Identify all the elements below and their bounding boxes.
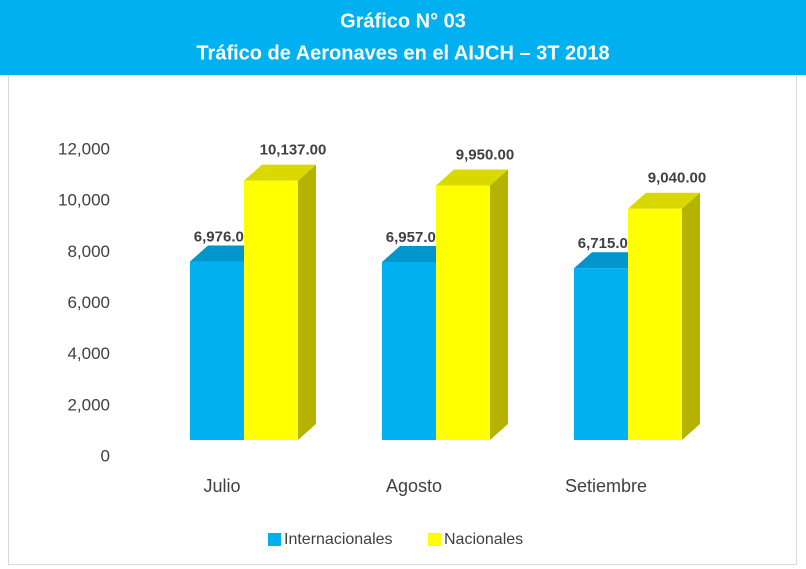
bar-front — [574, 268, 628, 440]
legend-swatch — [428, 533, 441, 546]
bar — [244, 164, 316, 440]
bar-top — [436, 169, 508, 186]
y-tick-label: 0 — [101, 446, 110, 465]
y-tick-label: 2,000 — [67, 395, 110, 414]
chart-title: Gráfico N° 03 — [340, 10, 466, 32]
bar-top — [244, 164, 316, 181]
bar-side — [298, 164, 316, 440]
value-label: 9,040.00 — [648, 170, 706, 187]
value-label: 6,976.00 — [194, 228, 252, 245]
bar — [436, 169, 508, 440]
value-label: 10,137.00 — [260, 142, 327, 159]
bar-side — [490, 169, 508, 440]
x-tick-label: Julio — [203, 476, 240, 496]
bar-front — [190, 261, 244, 440]
x-tick-label: Setiembre — [565, 476, 647, 496]
value-label: 6,957.00 — [386, 229, 444, 246]
title-banner — [0, 0, 806, 75]
bar-front — [244, 180, 298, 440]
y-tick-label: 6,000 — [67, 293, 110, 312]
y-tick-label: 4,000 — [67, 344, 110, 363]
legend-label: Nacionales — [444, 531, 523, 548]
bar — [628, 192, 700, 440]
y-tick-label: 8,000 — [67, 242, 110, 261]
bar-front — [628, 208, 682, 440]
bar-side — [682, 192, 700, 440]
y-tick-label: 12,000 — [58, 139, 110, 158]
legend-label: Internacionales — [284, 531, 393, 548]
legend-swatch — [268, 533, 281, 546]
chart-subtitle: Tráfico de Aeronaves en el AIJCH – 3T 20… — [196, 42, 609, 64]
bar-front — [382, 262, 436, 440]
y-tick-label: 10,000 — [58, 191, 110, 210]
bar-top — [628, 192, 700, 209]
bar-front — [436, 185, 490, 440]
value-label: 9,950.00 — [456, 146, 514, 163]
value-label: 6,715.00 — [578, 235, 636, 252]
x-tick-label: Agosto — [386, 476, 442, 496]
